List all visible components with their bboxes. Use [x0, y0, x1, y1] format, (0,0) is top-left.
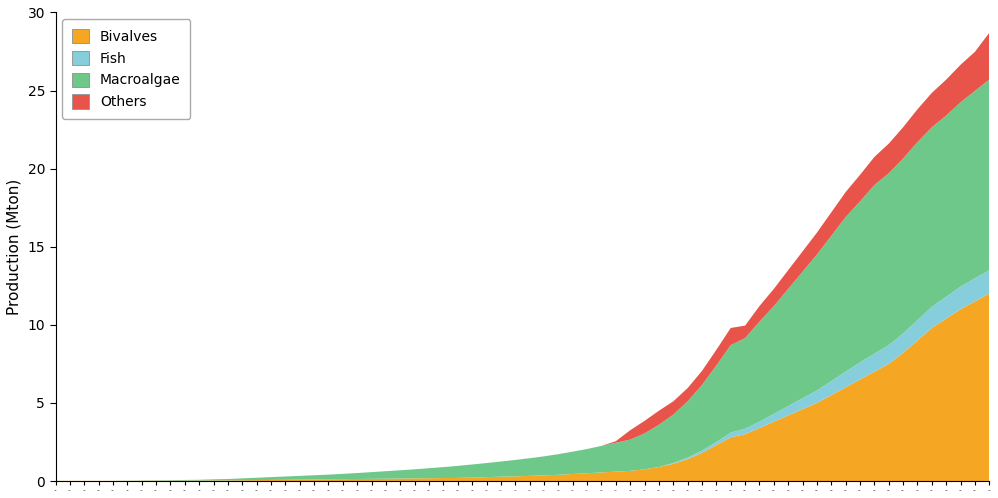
Y-axis label: Production (Mton): Production (Mton) — [7, 179, 22, 315]
Legend: Bivalves, Fish, Macroalgae, Others: Bivalves, Fish, Macroalgae, Others — [63, 19, 191, 119]
